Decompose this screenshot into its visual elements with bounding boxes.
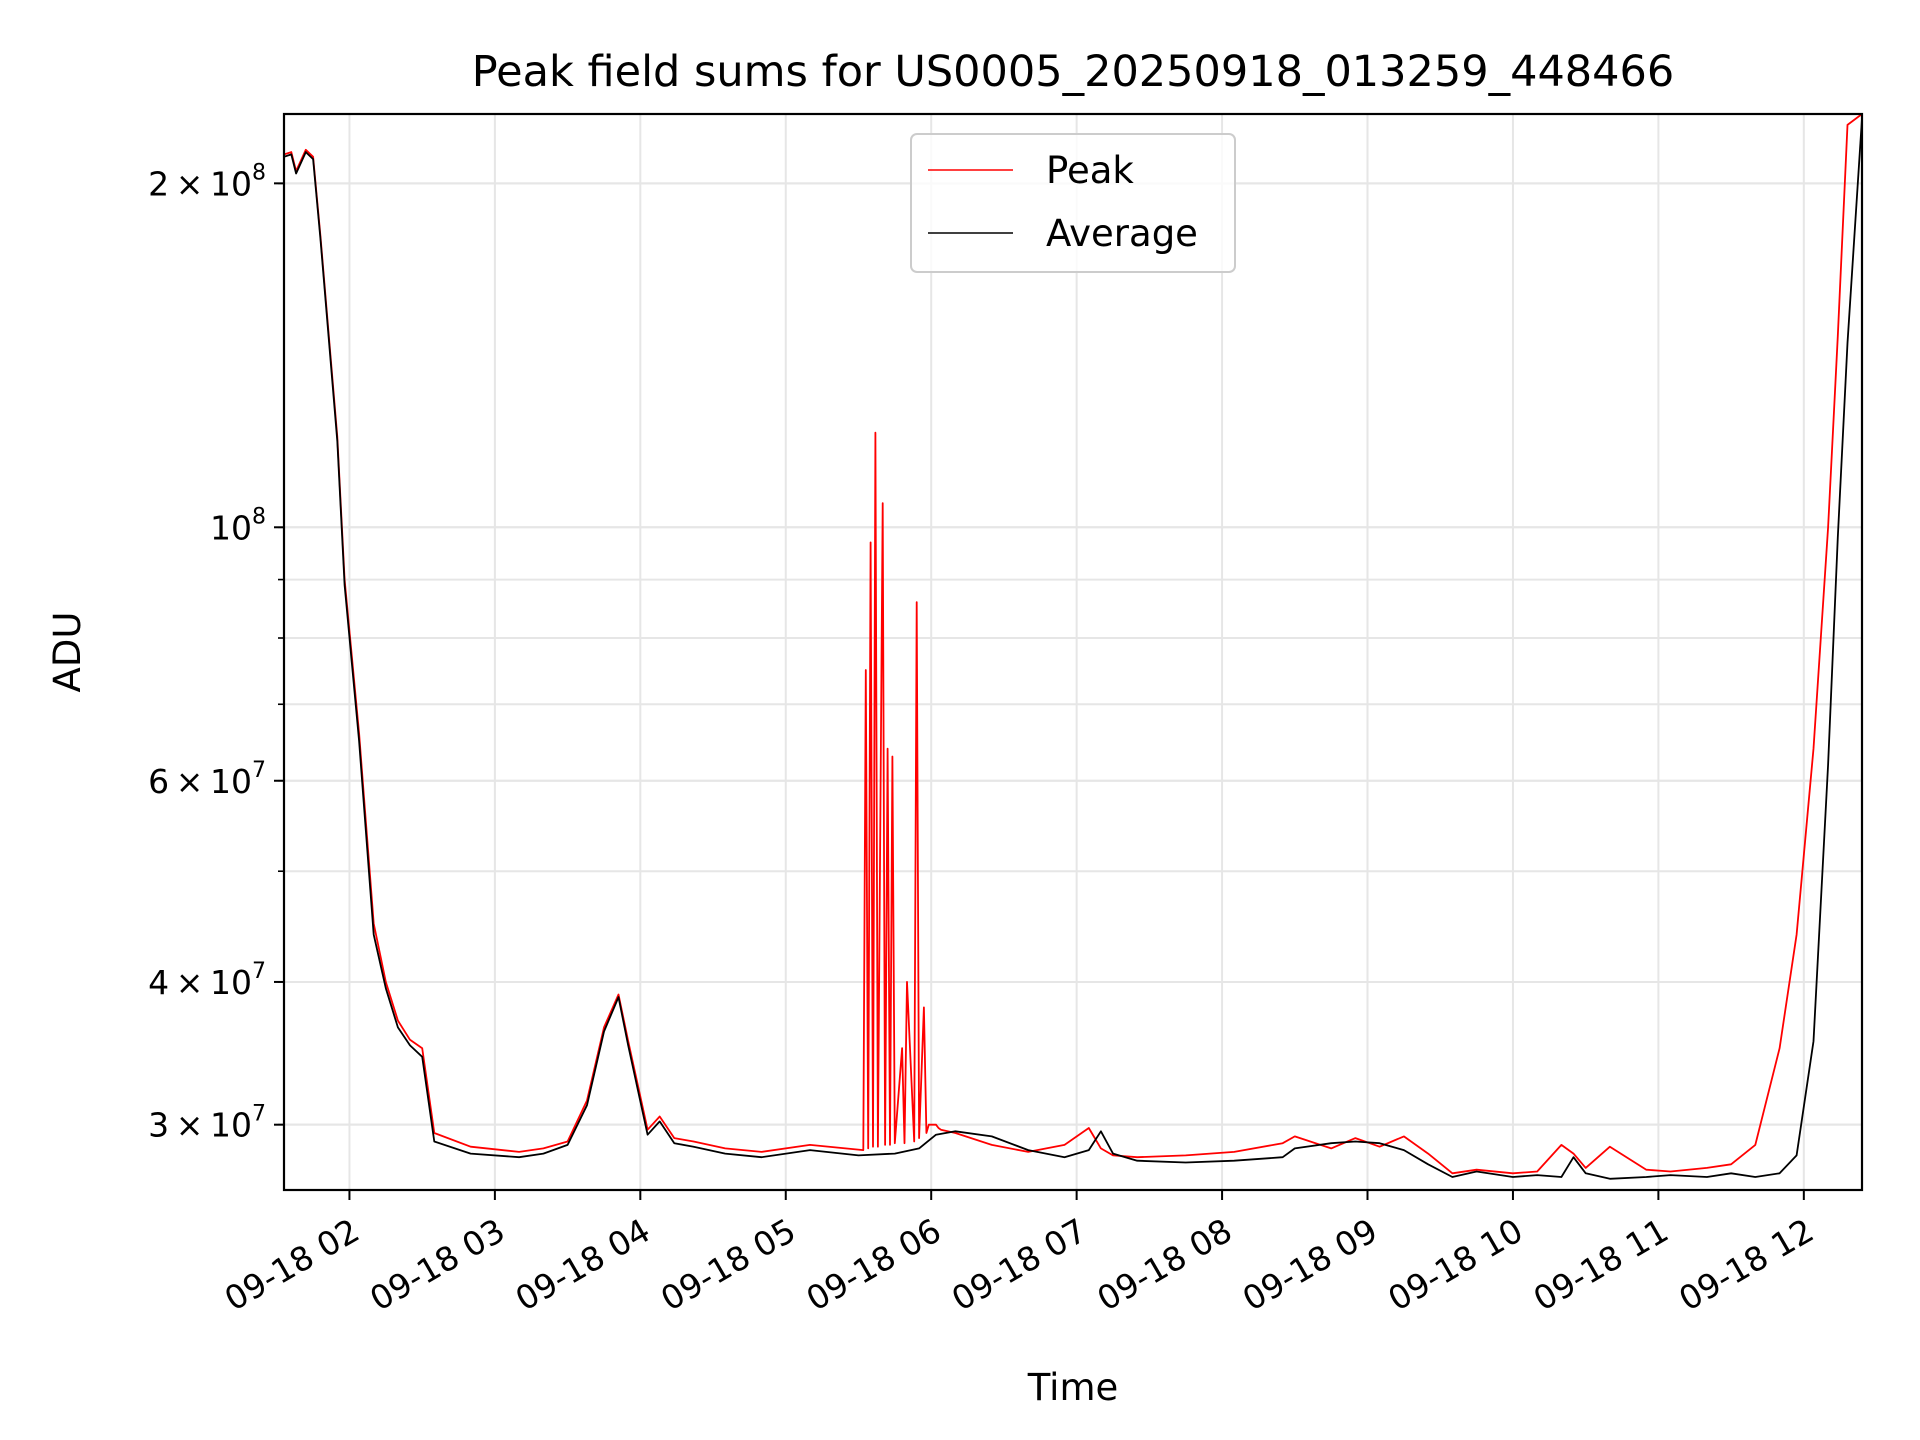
legend-box <box>910 133 1236 273</box>
y-axis: 3 × 107 4 × 107 6 × 107 108 2 × 108 <box>148 160 284 1145</box>
series-peak-line <box>284 114 1862 1175</box>
y-tick-label: 2 × 108 <box>148 160 266 203</box>
plot-frame <box>282 112 1864 1192</box>
y-tick-label: 4 × 107 <box>148 959 266 1002</box>
legend-label-average: Average <box>1046 212 1198 255</box>
series-average-line <box>284 118 1862 1180</box>
y-tick-label: 3 × 107 <box>148 1102 266 1145</box>
grid <box>284 114 1862 1190</box>
x-axis-label: Time <box>1027 1366 1119 1409</box>
y-tick-label: 6 × 107 <box>148 758 266 801</box>
series-layer <box>284 114 1862 1180</box>
legend-label-peak: Peak <box>1046 149 1134 192</box>
legend: Peak Average <box>910 133 1236 273</box>
chart-title: Peak field sums for US0005_20250918_0132… <box>472 47 1675 97</box>
y-axis-label: ADU <box>46 612 89 693</box>
y-tick-label: 108 <box>210 504 266 547</box>
